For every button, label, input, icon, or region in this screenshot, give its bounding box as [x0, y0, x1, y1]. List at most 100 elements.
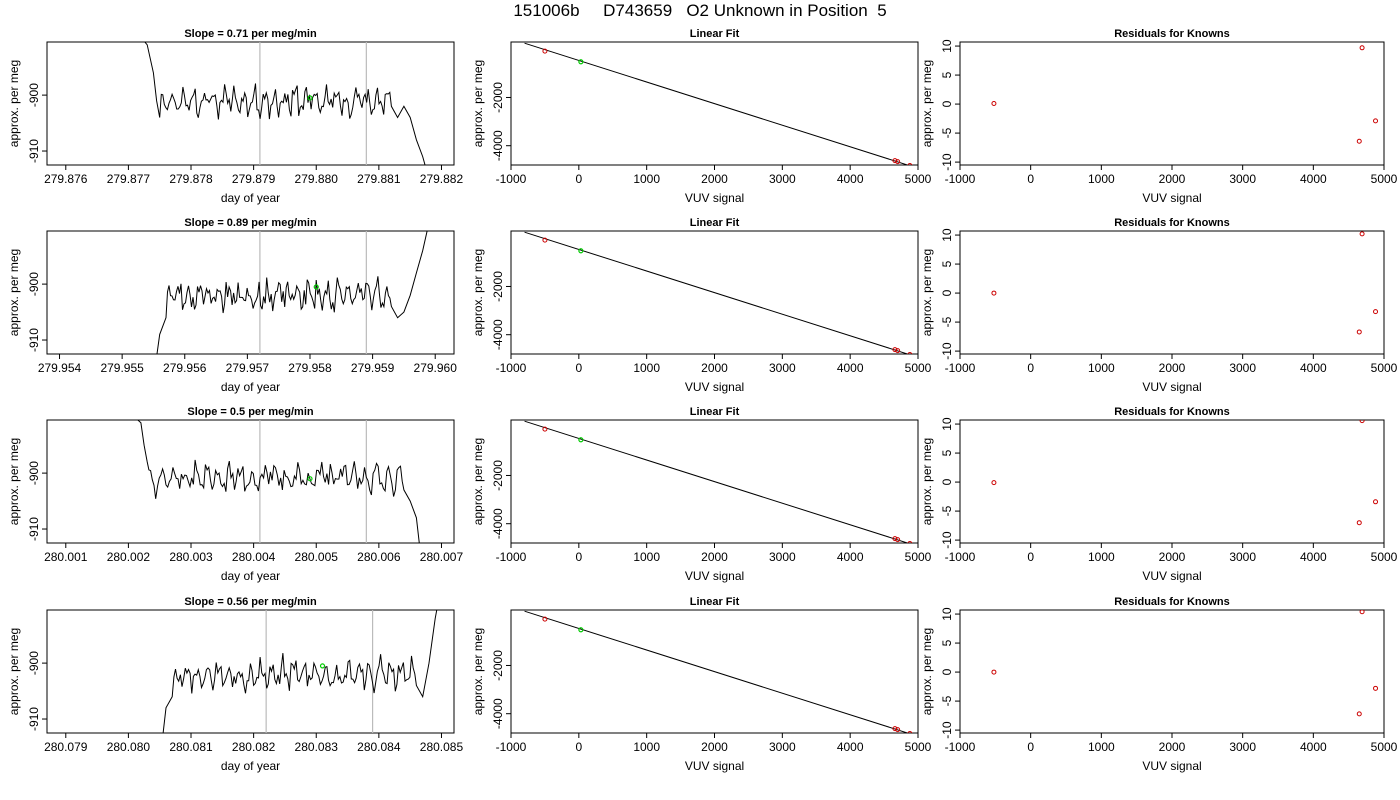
y-tick-label: 10	[940, 607, 954, 621]
panel-title: Slope = 0.89 per meg/min	[184, 217, 317, 229]
y-axis-label: approx. per meg	[920, 438, 934, 525]
y-tick-label: -5	[940, 695, 954, 706]
unknown-marker	[319, 663, 326, 669]
y-tick-label: -4000	[491, 508, 505, 539]
known-point	[542, 426, 548, 432]
x-axis-label: VUV signal	[1142, 380, 1201, 394]
panel-title: Residuals for Knowns	[1114, 406, 1230, 418]
x-tick-label: 280.004	[232, 550, 276, 564]
x-tick-label: 279.877	[107, 172, 151, 186]
plot-area	[524, 610, 913, 733]
x-tick-label: 280.085	[420, 740, 464, 754]
panel-title: Linear Fit	[690, 28, 740, 40]
known-point	[907, 162, 913, 165]
x-tick-label: 5000	[1371, 550, 1398, 564]
plot-area	[524, 231, 913, 354]
x-tick-label: 280.083	[295, 740, 339, 754]
x-tick-label: 279.878	[169, 172, 213, 186]
y-axis-label: approx. per meg	[471, 249, 485, 336]
panel-row2-fit: Linear Fit -1000 0 1000 2000 3000 4000 5000 VUV …	[471, 217, 932, 394]
x-tick-label: -1000	[945, 172, 976, 186]
unknown-marker	[307, 95, 313, 101]
x-tick-label: 1000	[1088, 740, 1115, 754]
x-tick-label: 279.876	[44, 172, 88, 186]
x-tick-label: 5000	[1371, 740, 1398, 754]
x-tick-label: 2000	[701, 740, 728, 754]
panel-row2-resid: Residuals for Knowns -1000 0 1000 2000 3000 40…	[920, 217, 1398, 394]
data-trace	[144, 42, 426, 165]
y-tick-label: 0	[940, 668, 954, 675]
x-tick-label: 280.006	[357, 550, 401, 564]
y-tick-label: 0	[940, 289, 954, 296]
x-tick-label: 0	[1027, 172, 1034, 186]
panel-row4-time: Slope = 0.56 per meg/min 280.079 280.080 28…	[7, 596, 463, 773]
known-point	[542, 48, 548, 54]
x-tick-label: 279.881	[357, 172, 401, 186]
x-tick-label: 5000	[1371, 361, 1398, 375]
x-tick-label: 279.954	[38, 361, 82, 375]
x-tick-label: 280.005	[295, 550, 339, 564]
x-tick-label: -1000	[496, 361, 527, 375]
x-tick-label: 4000	[837, 740, 864, 754]
y-axis-label: approx. per meg	[7, 628, 21, 715]
y-tick-label: -4000	[491, 319, 505, 350]
panel-title: Slope = 0.71 per meg/min	[184, 28, 317, 40]
x-tick-label: 3000	[769, 172, 796, 186]
fit-line	[524, 610, 910, 733]
y-tick-label: -2000	[491, 460, 505, 491]
residual-point	[1359, 610, 1365, 615]
x-tick-label: 4000	[837, 550, 864, 564]
known-point	[892, 158, 898, 164]
plot-frame	[46, 609, 455, 734]
y-axis-label: approx. per meg	[920, 249, 934, 336]
x-tick-label: 280.003	[169, 550, 213, 564]
residual-point	[1359, 231, 1365, 237]
x-tick-label: 4000	[1300, 550, 1327, 564]
x-tick-label: 4000	[837, 361, 864, 375]
known-point	[907, 540, 913, 543]
x-tick-label: 280.079	[44, 740, 88, 754]
panel-row3-fit: Linear Fit -1000 0 1000 2000 3000 4000 5000 VUV …	[471, 406, 932, 583]
y-tick-label: -4000	[491, 698, 505, 729]
y-tick-label: -5	[940, 127, 954, 138]
x-tick-label: 3000	[769, 550, 796, 564]
y-tick-label: -900	[27, 461, 41, 485]
y-axis-label: approx. per meg	[920, 628, 934, 715]
x-tick-label: 279.960	[414, 361, 458, 375]
known-point	[542, 616, 548, 622]
panel-title: Residuals for Knowns	[1114, 217, 1230, 229]
x-tick-label: 4000	[1300, 740, 1327, 754]
known-point	[895, 727, 901, 733]
y-tick-label: -10	[940, 721, 954, 739]
x-tick-label: 1000	[1088, 361, 1115, 375]
y-tick-label: 5	[940, 639, 954, 646]
residual-point	[1373, 685, 1379, 691]
y-axis-label: approx. per meg	[7, 60, 21, 147]
y-axis-label: approx. per meg	[920, 60, 934, 147]
x-tick-label: -1000	[945, 740, 976, 754]
plot-area	[162, 610, 438, 733]
unknown-marker	[313, 284, 319, 290]
x-tick-label: 0	[1027, 740, 1034, 754]
x-axis-label: VUV signal	[685, 569, 744, 583]
unknown-point	[578, 59, 584, 65]
x-tick-label: 1000	[633, 361, 660, 375]
known-point	[895, 348, 901, 354]
plot-area	[991, 420, 1379, 526]
y-tick-label: -4000	[491, 130, 505, 161]
residual-point	[991, 480, 997, 486]
panel-title: Residuals for Knowns	[1114, 28, 1230, 40]
plot-frame	[46, 230, 455, 355]
known-point	[892, 536, 898, 542]
residual-point	[1373, 499, 1379, 505]
residual-point	[991, 290, 997, 296]
plot-area	[991, 231, 1379, 335]
residual-point	[1356, 520, 1362, 526]
x-tick-label: 3000	[1229, 740, 1256, 754]
x-axis-label: VUV signal	[685, 759, 744, 773]
residual-point	[1359, 420, 1365, 424]
y-tick-label: -10	[940, 153, 954, 171]
known-point	[907, 351, 913, 354]
y-axis-label: approx. per meg	[471, 438, 485, 525]
x-tick-label: 3000	[1229, 172, 1256, 186]
